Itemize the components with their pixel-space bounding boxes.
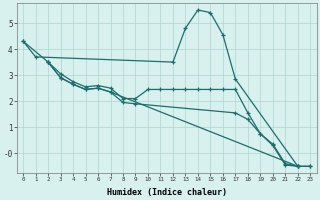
X-axis label: Humidex (Indice chaleur): Humidex (Indice chaleur) xyxy=(107,188,227,197)
